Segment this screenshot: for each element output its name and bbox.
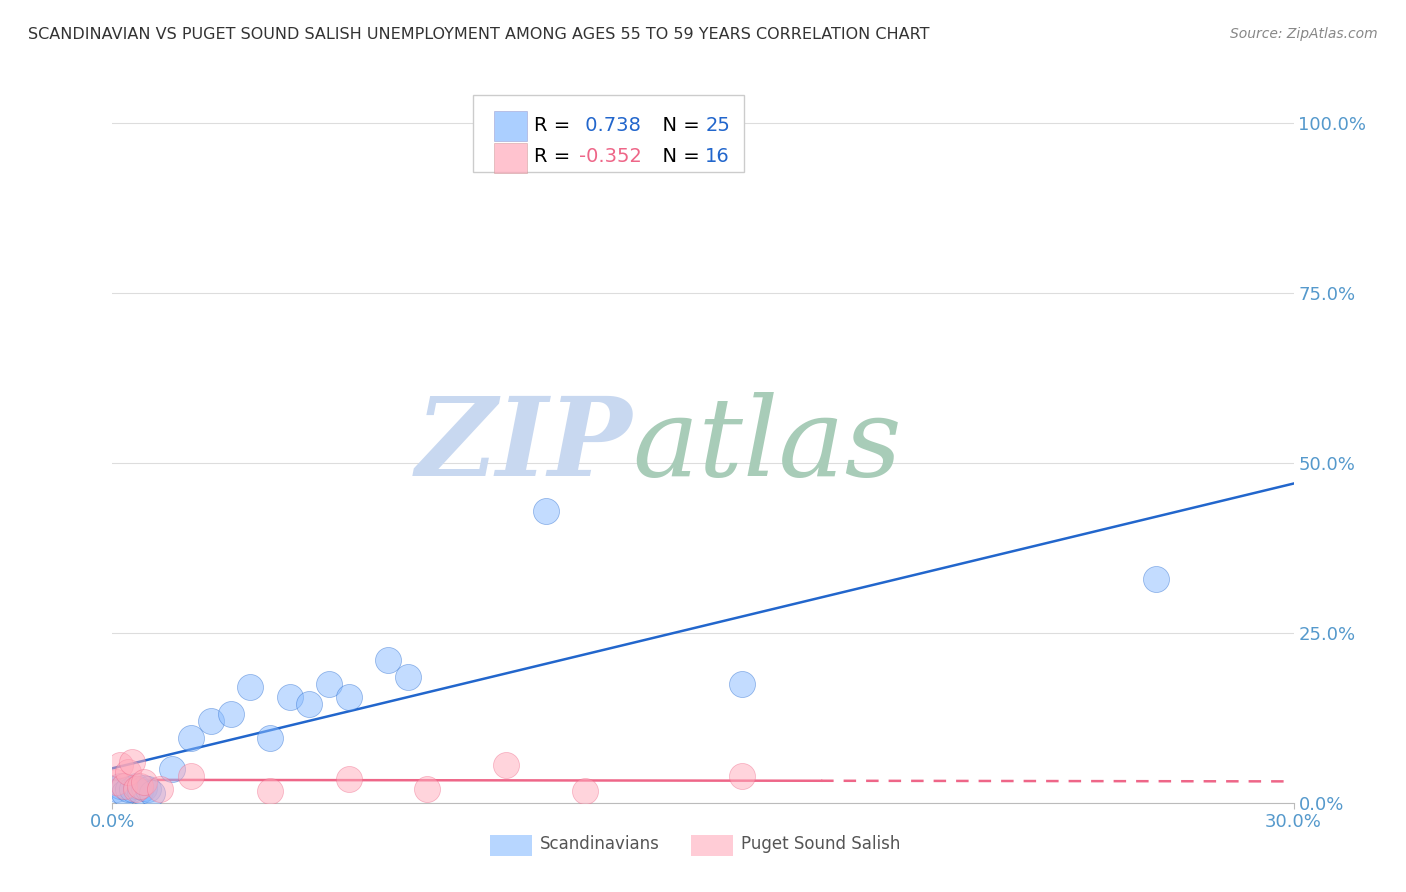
Point (278, 690, 301, 705)
Point (377, 653, 399, 667)
Text: Puget Sound Salish: Puget Sound Salish (741, 835, 900, 853)
Point (160, 762, 183, 776)
Text: 25: 25 (706, 116, 730, 135)
Point (105, 782, 128, 797)
Point (574, 783, 596, 797)
Point (105, 775, 128, 789)
Text: Scandinavians: Scandinavians (540, 835, 659, 853)
Point (121, 755, 143, 769)
Point (117, 782, 139, 797)
Point (141, 786, 163, 800)
Point (129, 779, 152, 793)
Text: N =: N = (650, 116, 706, 135)
Text: atlas: atlas (633, 392, 901, 500)
Text: Source: ZipAtlas.com: Source: ZipAtlas.com (1230, 27, 1378, 41)
Text: N =: N = (650, 147, 706, 166)
Text: ZIP: ZIP (416, 392, 633, 500)
Text: R =   0.738    N = 25  
     R = -0.352    N = 16: R = 0.738 N = 25 R = -0.352 N = 16 (485, 107, 733, 160)
Point (731, 677, 754, 691)
Point (112, 786, 135, 800)
Point (337, 690, 360, 705)
Point (298, 698, 321, 712)
Point (495, 758, 517, 772)
Point (121, 782, 143, 797)
Point (180, 769, 202, 783)
Point (731, 769, 754, 783)
Point (136, 782, 159, 797)
Text: 16: 16 (706, 147, 730, 166)
Point (259, 731, 281, 746)
Point (396, 670, 419, 684)
Point (149, 782, 172, 797)
Point (239, 680, 262, 694)
Point (125, 779, 148, 793)
Point (132, 780, 155, 795)
Bar (692, 835, 733, 856)
Point (110, 758, 132, 772)
Bar (494, 143, 527, 173)
Point (180, 731, 202, 746)
Point (117, 765, 139, 780)
Point (416, 782, 439, 797)
Point (200, 714, 222, 729)
Point (259, 783, 281, 797)
Text: SCANDINAVIAN VS PUGET SOUND SALISH UNEMPLOYMENT AMONG AGES 55 TO 59 YEARS CORREL: SCANDINAVIAN VS PUGET SOUND SALISH UNEMP… (28, 27, 929, 42)
Point (125, 782, 148, 797)
Point (318, 677, 340, 691)
Point (337, 772, 360, 786)
Bar (494, 112, 527, 141)
Point (1144, 572, 1167, 586)
Point (110, 779, 132, 793)
Text: R =: R = (534, 116, 576, 135)
Point (129, 783, 152, 797)
Text: -0.352: -0.352 (579, 147, 643, 166)
Point (112, 779, 135, 793)
Bar (491, 835, 531, 856)
Text: 0.738: 0.738 (579, 116, 641, 135)
Point (219, 707, 242, 722)
Point (534, 503, 557, 517)
Point (132, 775, 155, 789)
Text: R =: R = (534, 147, 576, 166)
